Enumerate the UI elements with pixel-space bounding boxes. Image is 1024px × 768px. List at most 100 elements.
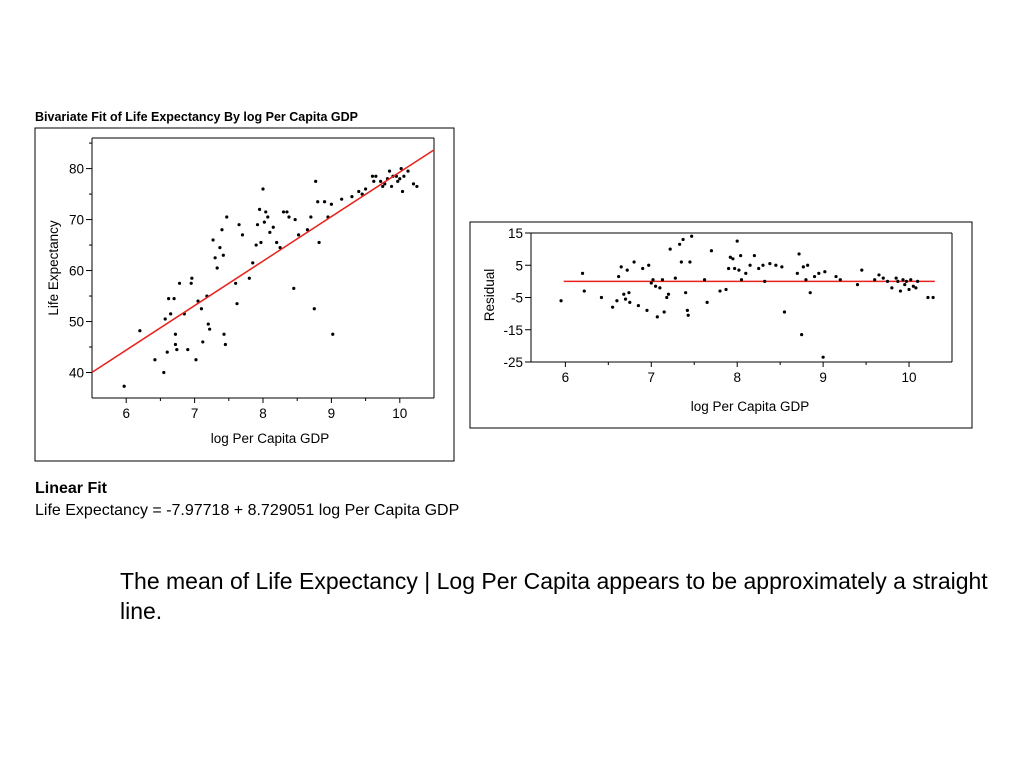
- fit-data-point: [372, 179, 376, 183]
- residual-data-point: [615, 299, 619, 303]
- residual-data-point: [709, 249, 714, 253]
- residual-data-point: [627, 291, 631, 295]
- residual-data-point: [666, 292, 671, 296]
- fit-data-point: [266, 215, 270, 219]
- fit-data-point: [400, 189, 405, 194]
- residual-data-point: [632, 260, 636, 264]
- residual-data-point: [797, 252, 801, 256]
- residual-data-point: [684, 291, 688, 295]
- fit-data-point: [322, 200, 327, 204]
- fit-data-point: [173, 342, 178, 347]
- fit-data-point: [287, 215, 291, 219]
- fit-data-point: [215, 266, 219, 270]
- residual-data-point: [795, 271, 799, 275]
- fit-data-point: [309, 215, 313, 219]
- fit-data-point: [165, 350, 169, 354]
- fit-data-point: [389, 184, 394, 189]
- fit-data-point: [206, 322, 210, 326]
- residual-data-point: [782, 310, 787, 314]
- fit-data-point: [251, 261, 255, 265]
- residual-chart-frame: [469, 221, 973, 429]
- residual-data-point: [801, 265, 805, 269]
- residual-data-point: [914, 286, 918, 290]
- fit-data-point: [350, 195, 354, 199]
- fit-data-point: [175, 347, 179, 352]
- residual-data-point: [651, 278, 655, 282]
- residual-data-point: [660, 278, 665, 282]
- residual-data-point: [599, 295, 604, 300]
- fit-data-point: [406, 169, 410, 173]
- fit-data-point: [317, 240, 321, 245]
- residual-data-point: [617, 274, 621, 279]
- fit-y-tick-label: 40: [69, 366, 84, 381]
- residual-data-point: [665, 295, 669, 300]
- fit-data-point: [235, 302, 239, 306]
- fit-data-point: [255, 223, 260, 227]
- fit-x-tick-label: 6: [122, 406, 130, 421]
- fit-data-point: [387, 169, 392, 173]
- fit-data-point: [396, 179, 400, 183]
- fit-data-point: [316, 200, 320, 204]
- residual-data-point: [800, 332, 804, 337]
- linear-fit-equation: Life Expectancy = -7.97718 + 8.729051 lo…: [35, 502, 460, 519]
- fit-y-tick-label: 80: [69, 162, 84, 177]
- fit-data-point: [329, 202, 333, 206]
- residual-data-point: [739, 253, 743, 258]
- fit-data-point: [169, 312, 173, 316]
- fit-data-point: [281, 210, 286, 214]
- residual-data-point: [768, 262, 772, 266]
- fit-data-point: [194, 358, 198, 362]
- residual-data-point: [645, 308, 649, 312]
- fit-data-point: [357, 189, 361, 194]
- residual-data-point: [705, 300, 709, 304]
- fit-x-tick-label: 10: [392, 406, 407, 421]
- residual-data-point: [733, 266, 737, 271]
- residual-data-point: [662, 310, 666, 314]
- residual-data-point: [761, 263, 765, 267]
- residual-data-point: [655, 315, 659, 319]
- residual-data-point: [890, 286, 894, 290]
- residual-data-point: [901, 278, 905, 282]
- residual-data-point: [894, 276, 898, 280]
- fit-data-point: [122, 384, 126, 388]
- fit-y-axis-label: Life Expectancy: [46, 220, 61, 316]
- residual-data-point: [718, 289, 722, 293]
- fit-data-point: [240, 233, 245, 237]
- fit-data-point: [262, 220, 266, 224]
- residual-data-point: [685, 308, 689, 312]
- fit-data-point: [225, 215, 229, 219]
- residual-data-point: [668, 247, 672, 251]
- fit-data-point: [285, 210, 289, 214]
- residual-data-point: [678, 242, 682, 246]
- residual-x-axis-label: log Per Capita GDP: [691, 399, 810, 414]
- fit-data-point: [370, 174, 375, 178]
- fit-data-point: [340, 197, 344, 201]
- residual-data-point: [623, 297, 628, 301]
- residual-data-point: [744, 271, 748, 275]
- fit-data-point: [268, 230, 272, 234]
- residual-data-point: [812, 274, 817, 279]
- fit-data-point: [278, 246, 282, 250]
- residual-data-point: [763, 279, 767, 283]
- residual-data-point: [636, 303, 640, 308]
- residual-data-point: [817, 271, 821, 275]
- residual-data-point: [911, 284, 915, 288]
- residual-data-point: [752, 253, 756, 258]
- fit-data-point: [381, 184, 385, 189]
- residual-data-point: [688, 260, 692, 264]
- fit-data-point: [411, 182, 416, 186]
- residual-data-point: [926, 295, 930, 300]
- fit-data-point: [261, 187, 265, 191]
- fit-data-point: [264, 210, 268, 214]
- fit-data-point: [162, 370, 166, 375]
- fit-data-point: [199, 307, 204, 311]
- fit-data-point: [247, 276, 251, 280]
- fit-data-point: [172, 296, 176, 301]
- residual-data-point: [808, 291, 812, 295]
- residual-x-tick-label: 6: [562, 370, 570, 385]
- residual-data-point: [611, 305, 615, 309]
- fit-data-point: [218, 246, 222, 250]
- residual-data-point: [622, 292, 626, 296]
